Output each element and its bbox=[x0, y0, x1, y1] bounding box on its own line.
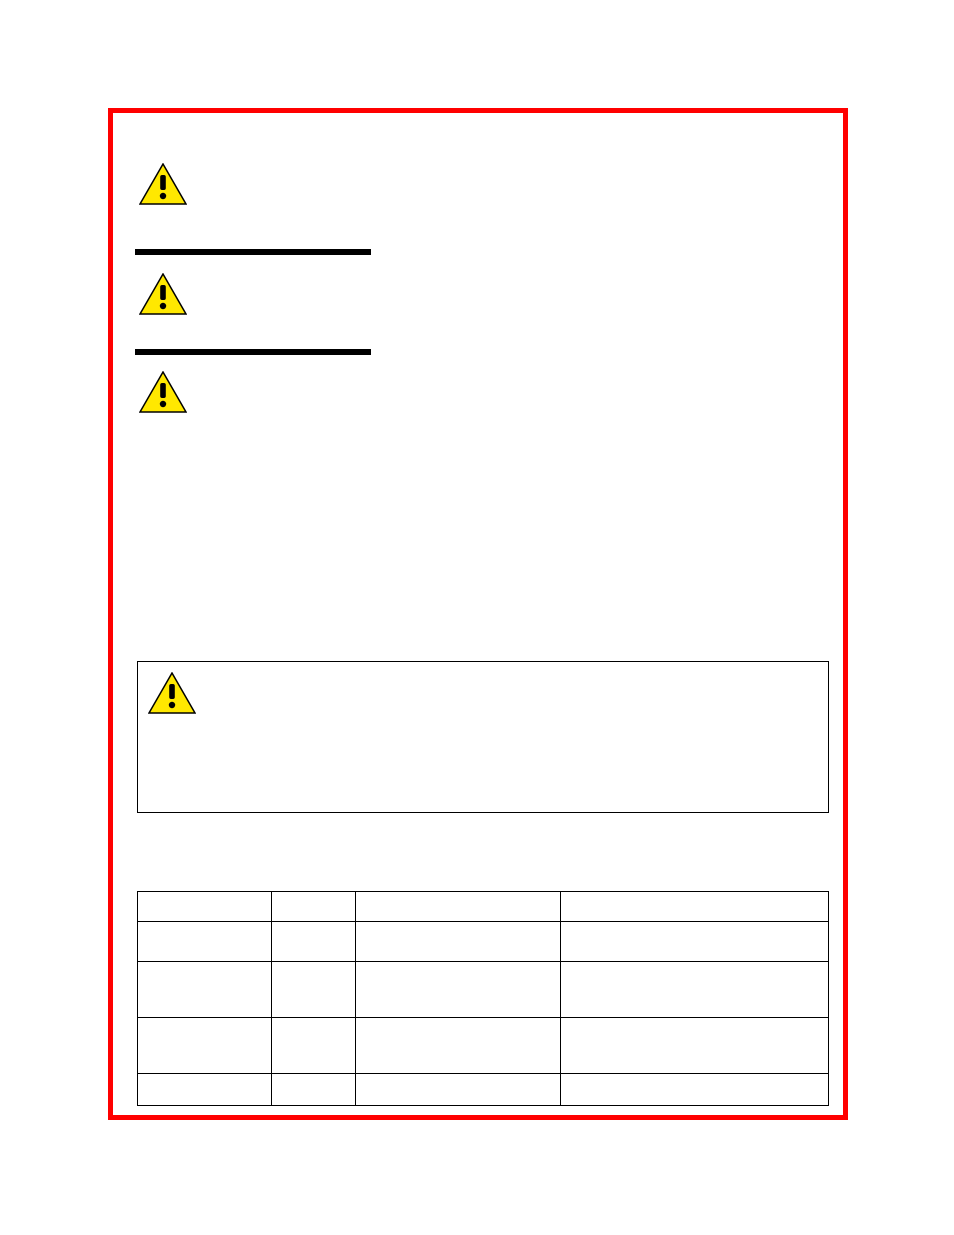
table-cell bbox=[355, 892, 561, 922]
warning-triangle-icon bbox=[139, 273, 187, 315]
warning-triangle-icon bbox=[139, 163, 187, 205]
table-cell bbox=[138, 1018, 272, 1074]
table-cell bbox=[355, 962, 561, 1018]
table-cell bbox=[561, 1074, 829, 1106]
table-cell bbox=[561, 922, 829, 962]
table-cell bbox=[138, 922, 272, 962]
table-cell bbox=[138, 892, 272, 922]
data-table bbox=[137, 891, 829, 1106]
table-row bbox=[138, 1074, 829, 1106]
document-page bbox=[108, 108, 848, 1120]
table-cell bbox=[355, 1018, 561, 1074]
table-cell bbox=[271, 1074, 355, 1106]
table-cell bbox=[561, 1018, 829, 1074]
table-row bbox=[138, 1018, 829, 1074]
table-cell bbox=[271, 892, 355, 922]
table-cell bbox=[271, 962, 355, 1018]
warning-triangle-icon bbox=[148, 672, 196, 714]
table-row bbox=[138, 922, 829, 962]
divider-bar bbox=[135, 349, 371, 355]
table-row bbox=[138, 962, 829, 1018]
table-cell bbox=[138, 1074, 272, 1106]
table-cell bbox=[355, 1074, 561, 1106]
table-cell bbox=[271, 922, 355, 962]
table-cell bbox=[355, 922, 561, 962]
table-cell bbox=[561, 892, 829, 922]
warning-callout-box bbox=[137, 661, 829, 813]
divider-bar bbox=[135, 249, 371, 255]
warning-triangle-icon bbox=[139, 371, 187, 413]
table-cell bbox=[561, 962, 829, 1018]
table-cell bbox=[271, 1018, 355, 1074]
table-row bbox=[138, 892, 829, 922]
table-cell bbox=[138, 962, 272, 1018]
